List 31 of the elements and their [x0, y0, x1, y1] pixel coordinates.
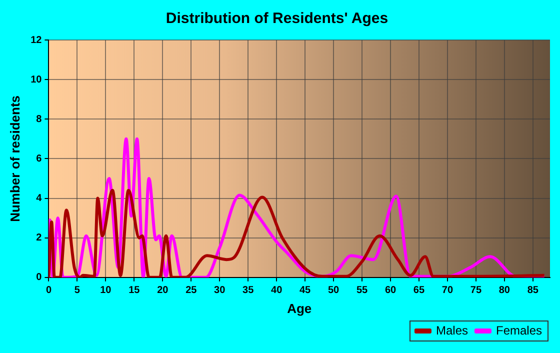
- y-tick-label: 0: [36, 272, 42, 284]
- x-tick-label: 85: [527, 285, 539, 296]
- y-axis-title: Number of residents: [7, 95, 22, 222]
- chart-title: Distribution of Residents' Ages: [166, 10, 388, 28]
- y-tick-label: 2: [36, 232, 42, 244]
- line-series: [48, 188, 546, 278]
- x-tick-label: 5: [74, 285, 80, 296]
- x-tick-label: 30: [214, 285, 226, 296]
- x-tick-label: 20: [157, 285, 169, 296]
- y-tick-label: 8: [36, 114, 42, 125]
- x-tick-label: 0: [46, 285, 52, 296]
- y-tick-label: 4: [36, 193, 42, 204]
- x-tick-label: 40: [271, 285, 283, 296]
- x-tick-label: 65: [413, 285, 425, 296]
- x-tick-label: 70: [442, 285, 454, 296]
- x-tick-label: 15: [128, 285, 140, 296]
- x-axis-title: Age: [287, 300, 312, 316]
- x-tick-label: 80: [498, 285, 510, 296]
- y-tick-label: 10: [30, 74, 42, 86]
- x-tick-label: 55: [356, 285, 368, 296]
- x-tick-label: 35: [242, 285, 254, 296]
- x-tick-label: 60: [384, 285, 396, 296]
- x-tick-label: 50: [328, 285, 340, 296]
- y-tick-label: 6: [36, 153, 42, 164]
- x-tick-label: 25: [186, 285, 198, 296]
- legend-label: Females: [496, 323, 542, 338]
- x-tick-label: 10: [100, 285, 112, 296]
- x-tick-label: 75: [470, 285, 482, 296]
- legend-label: Males: [436, 323, 468, 338]
- x-tick-label: 45: [299, 285, 312, 296]
- y-tick-label: 12: [30, 34, 42, 46]
